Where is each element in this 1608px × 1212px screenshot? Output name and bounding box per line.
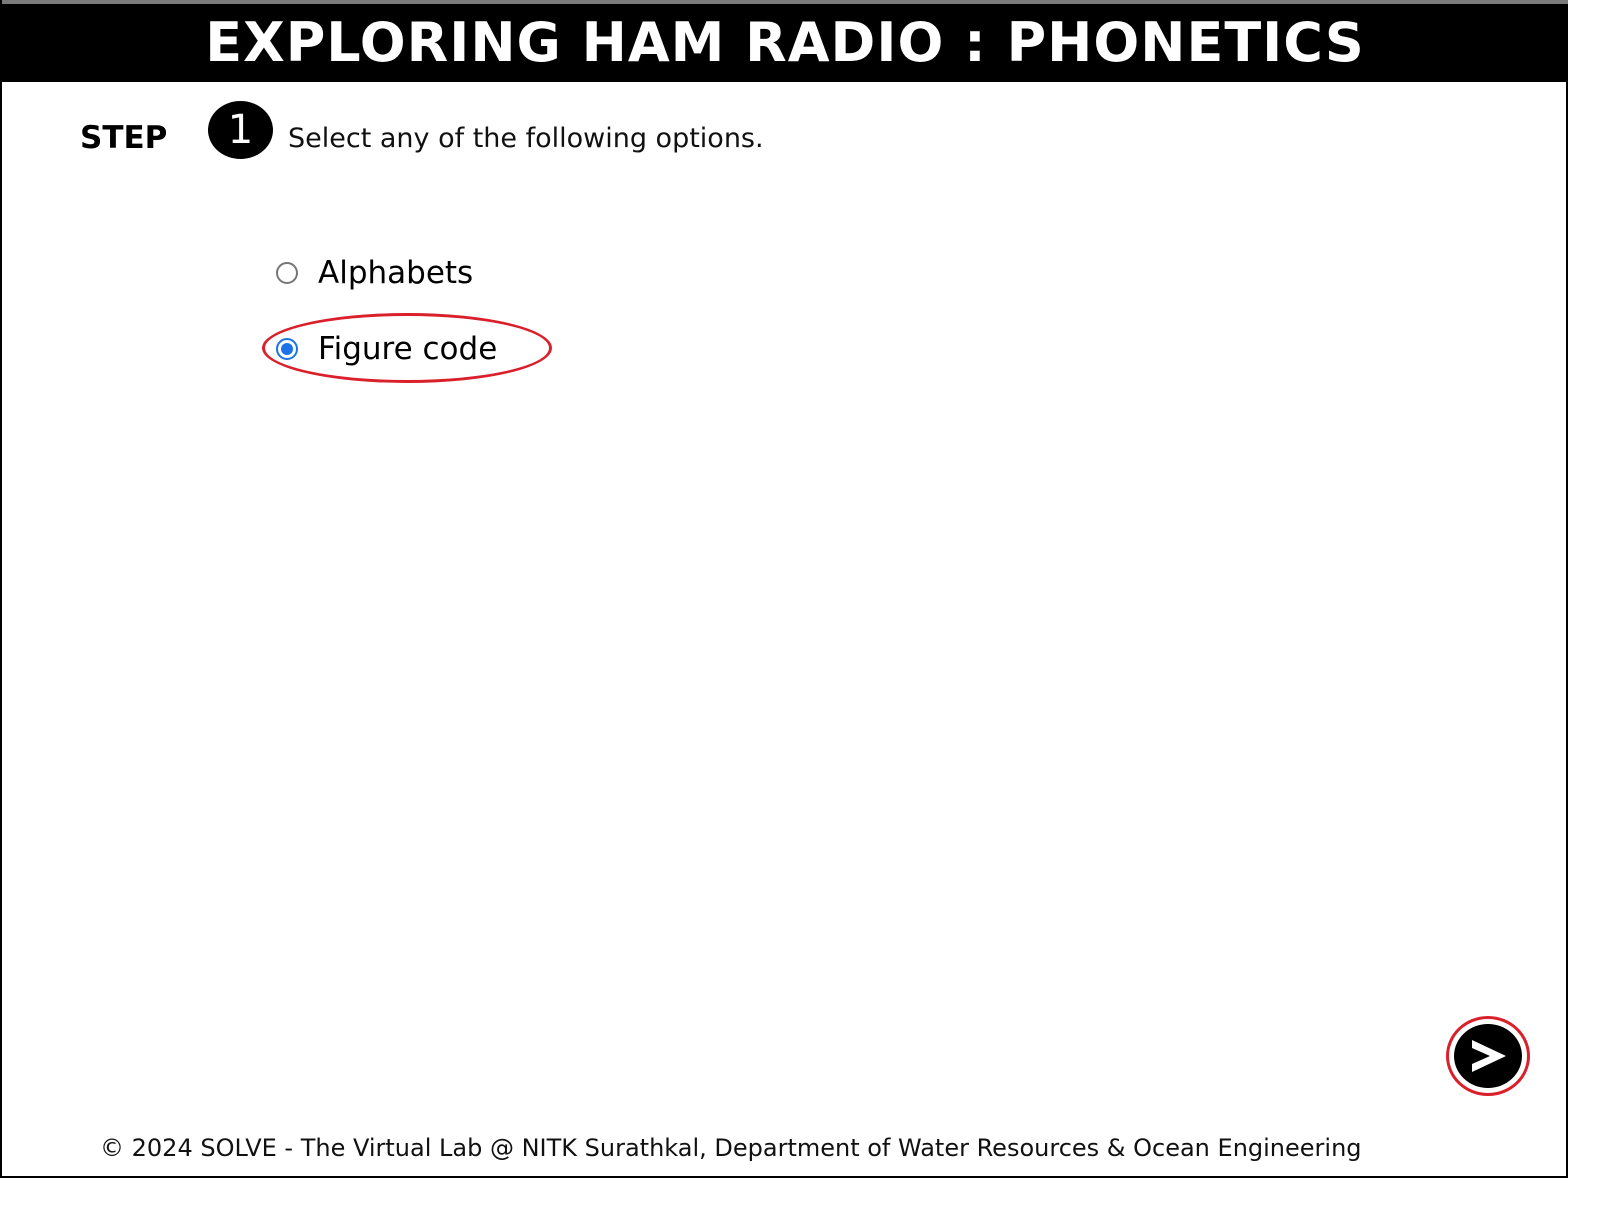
step-instruction: Select any of the following options.: [288, 123, 764, 154]
next-button[interactable]: [1446, 1016, 1530, 1096]
option-figure-code[interactable]: Figure code: [276, 331, 497, 367]
step-label: STEP: [80, 120, 168, 156]
chevron-right-icon: [1472, 1040, 1506, 1072]
next-button-circle: [1454, 1024, 1522, 1088]
step-number-badge: 1: [208, 101, 273, 159]
option-label-figure-code: Figure code: [318, 331, 498, 367]
figure-code-radio[interactable]: [276, 338, 298, 360]
footer-copyright: © 2024 SOLVE - The Virtual Lab @ NITK Su…: [100, 1134, 1362, 1162]
alphabets-radio[interactable]: [276, 262, 298, 284]
lab-frame: EXPLORING HAM RADIO : PHONETICS STEP 1 S…: [0, 0, 1568, 1178]
option-label-alphabets: Alphabets: [318, 255, 474, 291]
step-number: 1: [227, 107, 254, 153]
top-strip: [2, 0, 1568, 4]
page-header: EXPLORING HAM RADIO : PHONETICS: [2, 4, 1568, 82]
page-title: EXPLORING HAM RADIO : PHONETICS: [205, 11, 1365, 74]
option-alphabets[interactable]: Alphabets: [276, 255, 473, 291]
